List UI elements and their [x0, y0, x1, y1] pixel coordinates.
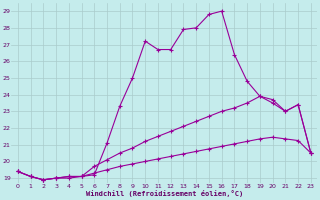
X-axis label: Windchill (Refroidissement éolien,°C): Windchill (Refroidissement éolien,°C): [86, 190, 243, 197]
